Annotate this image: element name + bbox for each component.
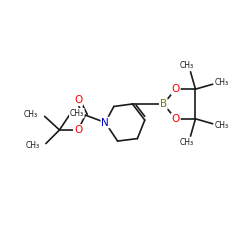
Text: CH₃: CH₃ (214, 121, 228, 130)
Text: CH₃: CH₃ (214, 78, 228, 87)
Text: O: O (172, 114, 180, 124)
Text: CH₃: CH₃ (180, 61, 194, 70)
Text: CH₃: CH₃ (70, 109, 84, 118)
Text: B: B (160, 99, 167, 109)
Text: O: O (74, 125, 82, 135)
Text: O: O (74, 95, 82, 105)
Text: CH₃: CH₃ (26, 141, 40, 150)
Text: O: O (172, 84, 180, 94)
Text: N: N (101, 118, 109, 128)
Text: CH₃: CH₃ (24, 110, 38, 119)
Text: CH₃: CH₃ (180, 138, 194, 147)
